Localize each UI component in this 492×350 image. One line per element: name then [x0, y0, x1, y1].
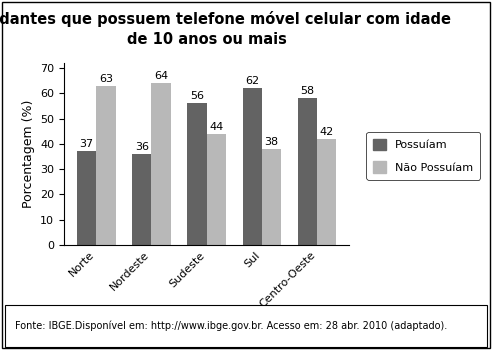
Text: Fonte: IBGE.Disponível em: http://www.ibge.gov.br. Acesso em: 28 abr. 2010 (adap: Fonte: IBGE.Disponível em: http://www.ib…	[15, 320, 447, 331]
Bar	[77, 152, 96, 245]
FancyBboxPatch shape	[5, 304, 487, 346]
Text: 44: 44	[209, 122, 223, 132]
Text: 64: 64	[154, 71, 168, 81]
Text: 38: 38	[264, 137, 278, 147]
Bar	[262, 149, 281, 245]
Text: 62: 62	[245, 76, 259, 86]
Bar	[96, 86, 116, 245]
Bar	[187, 104, 207, 245]
Text: 42: 42	[320, 127, 334, 137]
Text: Estudantes que possuem telefone móvel celular com idade
de 10 anos ou mais: Estudantes que possuem telefone móvel ce…	[0, 12, 451, 47]
Text: 58: 58	[300, 86, 314, 96]
Bar	[132, 154, 152, 245]
Y-axis label: Porcentagem (%): Porcentagem (%)	[22, 100, 34, 208]
Bar	[207, 134, 226, 245]
Bar	[298, 98, 317, 245]
Text: 56: 56	[190, 91, 204, 102]
Text: 36: 36	[135, 142, 149, 152]
X-axis label: Regiões brasileiras: Regiões brasileiras	[140, 315, 274, 328]
Bar	[152, 83, 171, 245]
Bar	[317, 139, 337, 245]
Bar	[243, 88, 262, 245]
Legend: Possuíam, Não Possuíam: Possuíam, Não Possuíam	[366, 132, 480, 180]
Text: 37: 37	[80, 139, 93, 149]
Text: 63: 63	[99, 74, 113, 84]
